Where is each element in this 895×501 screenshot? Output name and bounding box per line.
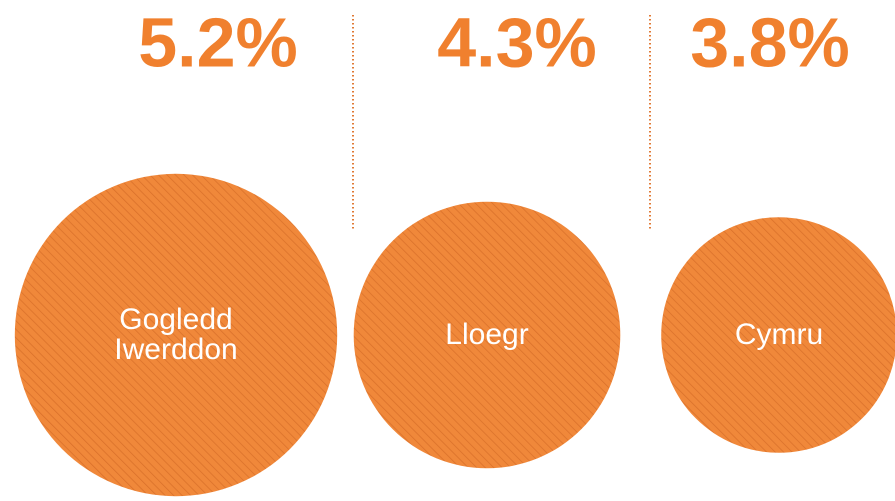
bubble	[661, 217, 895, 453]
bubble	[14, 173, 338, 497]
value-label: 5.2%	[138, 3, 298, 81]
value-label: 4.3%	[437, 3, 597, 81]
value-label: 3.8%	[690, 3, 850, 81]
bubble	[353, 201, 621, 469]
category-label: Lloegr	[445, 318, 529, 351]
category-label: Gogledd Iwerddon	[114, 303, 238, 366]
category-label: Cymru	[734, 318, 824, 351]
